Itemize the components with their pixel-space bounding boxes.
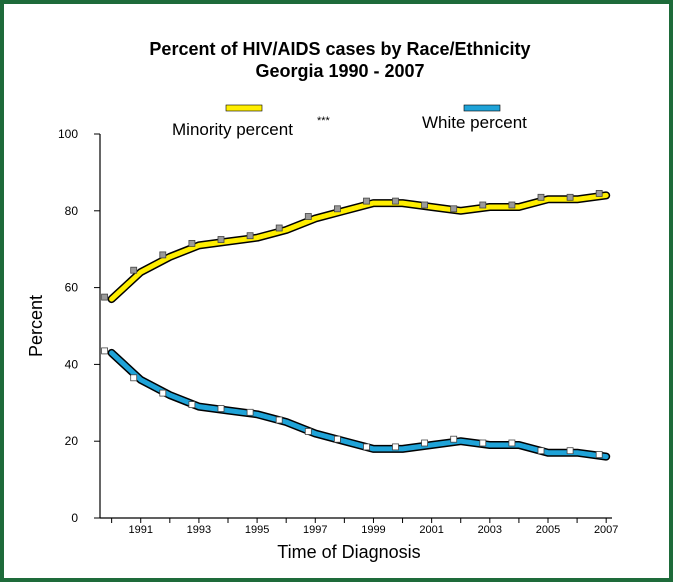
data-point-minority-percent: [479, 201, 487, 209]
data-point-minority-percent: [304, 213, 312, 220]
data-point-white-percent: [537, 447, 545, 455]
x-tick-label: 2003: [478, 524, 502, 536]
data-point-minority-percent: [275, 224, 283, 232]
data-point-white-percent: [479, 439, 487, 447]
y-tick-label: 60: [65, 281, 79, 295]
line-chart: Percent of HIV/AIDS cases by Race/Ethnic…: [26, 39, 618, 562]
legend-swatch-white: [463, 104, 501, 112]
data-point-white-percent: [363, 443, 370, 451]
series-line-minority-percent: [109, 192, 609, 302]
data-point-white-percent: [246, 408, 254, 416]
data-point-minority-percent: [333, 205, 341, 213]
x-tick-label: 2007: [594, 524, 618, 536]
data-point-white-percent: [130, 374, 138, 382]
data-point-minority-percent: [101, 293, 108, 301]
x-tick-label: 2001: [419, 524, 443, 536]
data-point-white-percent: [595, 451, 603, 459]
data-point-white-percent: [421, 439, 429, 447]
data-point-minority-percent: [508, 201, 516, 209]
chart-title-line-2: Georgia 1990 - 2007: [255, 61, 424, 81]
chart-title-line-1: Percent of HIV/AIDS cases by Race/Ethnic…: [149, 39, 530, 59]
y-tick-label: 80: [65, 204, 79, 218]
data-point-minority-percent: [246, 232, 254, 240]
data-point-white-percent: [275, 416, 283, 424]
data-point-white-percent: [566, 447, 574, 455]
y-tick-label: 100: [58, 127, 78, 141]
data-point-minority-percent: [159, 251, 167, 259]
axes: [99, 134, 612, 519]
x-tick-label: 2005: [536, 524, 560, 536]
data-point-minority-percent: [363, 197, 370, 205]
series-line-outline-white-percent: [107, 348, 611, 461]
data-point-white-percent: [101, 347, 108, 355]
legend-marker-minority: ***: [317, 115, 331, 127]
data-point-minority-percent: [217, 236, 225, 243]
data-point-white-percent: [217, 405, 225, 412]
data-point-minority-percent: [130, 266, 138, 274]
data-point-white-percent: [333, 435, 341, 443]
legend-label-minority: Minority percent: [172, 120, 293, 139]
y-tick-label: 20: [65, 434, 79, 448]
data-point-minority-percent: [566, 193, 574, 201]
series-line-outline-minority-percent: [107, 191, 611, 304]
y-tick-label: 0: [71, 511, 78, 525]
data-point-white-percent: [188, 401, 196, 409]
data-point-white-percent: [304, 428, 312, 435]
ticks-layer: 0 20 40 60 80 100 1991 1993 1995 1997 1999 2001 2003…: [58, 127, 618, 536]
x-tick-label: 1999: [361, 524, 385, 536]
legend-label-white: White percent: [422, 113, 527, 132]
data-point-minority-percent: [450, 205, 458, 213]
data-point-minority-percent: [188, 239, 196, 247]
x-tick-label: 1993: [187, 524, 211, 536]
x-tick-label: 1991: [128, 524, 152, 536]
data-point-minority-percent: [537, 193, 545, 201]
data-point-minority-percent: [421, 201, 429, 209]
data-point-minority-percent: [595, 189, 603, 197]
x-tick-label: 1995: [245, 524, 269, 536]
y-tick-label: 40: [65, 357, 79, 371]
data-point-white-percent: [159, 389, 167, 397]
series-layer: [101, 189, 611, 461]
data-point-minority-percent: [392, 197, 399, 205]
x-axis-label: Time of Diagnosis: [277, 542, 420, 562]
x-tick-label: 1997: [303, 524, 327, 536]
data-point-white-percent: [450, 435, 458, 443]
data-point-white-percent: [508, 439, 516, 447]
legend-swatch-minority: [225, 104, 263, 112]
data-point-white-percent: [392, 443, 399, 451]
y-axis-label: Percent: [26, 295, 46, 357]
